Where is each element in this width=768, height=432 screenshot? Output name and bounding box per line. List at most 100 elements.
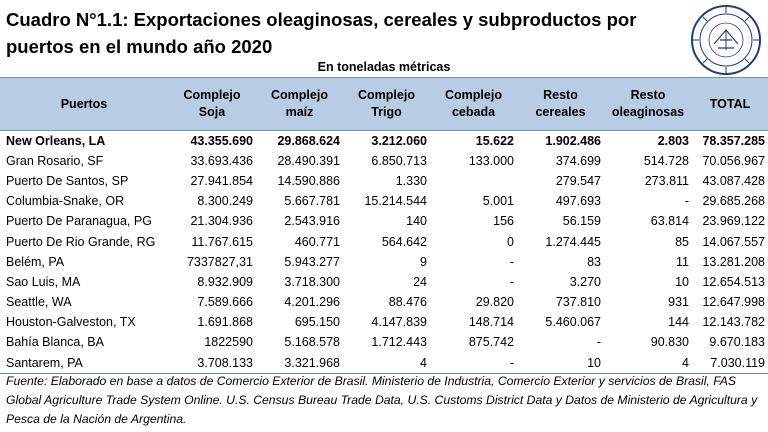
units-subtitle: En toneladas métricas bbox=[317, 60, 451, 74]
port-name-cell: Puerto De Paranagua, PG bbox=[6, 214, 152, 229]
value-cell: 497.693 bbox=[555, 194, 601, 209]
table-row: Columbia-Snake, OR 8.300.249 5.667.781 15.2… bbox=[0, 192, 768, 212]
value-cell: 3.708.133 bbox=[168, 353, 256, 375]
value-cell: 29.868.624 bbox=[277, 133, 340, 148]
value-cell: 5.001 bbox=[482, 194, 514, 209]
value-cell: 10 bbox=[517, 353, 604, 375]
value-cell: 1.274.445 bbox=[545, 234, 601, 249]
port-name-cell: Bahía Blanca, BA bbox=[6, 335, 104, 350]
exports-table: Puertos Complejo Soja Complejo maíz Comp… bbox=[0, 77, 768, 375]
value-cell: 33.693.436 bbox=[190, 153, 253, 168]
value-cell: 4 bbox=[604, 353, 692, 375]
value-cell: 7.589.666 bbox=[197, 295, 253, 310]
value-cell: 28.490.391 bbox=[277, 153, 340, 168]
value-cell: 21.304.936 bbox=[190, 214, 253, 229]
table-row: Puerto De Santos, SP 27.941.854 14.590.886… bbox=[0, 171, 768, 191]
value-cell: 3.321.968 bbox=[256, 353, 343, 375]
value-cell: 12.654.513 bbox=[702, 274, 765, 289]
value-cell: 5.943.277 bbox=[284, 254, 340, 269]
value-cell: 1.330 bbox=[395, 173, 427, 188]
value-cell: 273.811 bbox=[644, 173, 689, 188]
value-cell: 13.281.208 bbox=[702, 254, 765, 269]
value-cell: 144 bbox=[668, 315, 689, 330]
value-cell: 5.667.781 bbox=[284, 194, 340, 209]
value-cell: 24 bbox=[413, 274, 427, 289]
value-cell: 931 bbox=[668, 295, 689, 310]
source-note: Fuente: Elaborado en base a datos de Com… bbox=[6, 374, 758, 426]
value-cell: 279.547 bbox=[555, 173, 601, 188]
value-cell: 12.143.782 bbox=[702, 315, 765, 330]
value-cell: 23.969.122 bbox=[702, 214, 765, 229]
value-cell: 1822590 bbox=[204, 335, 253, 350]
port-name-cell: Santarem, PA bbox=[0, 353, 168, 375]
value-cell bbox=[430, 171, 517, 191]
value-cell: 43.087.428 bbox=[702, 173, 765, 188]
value-cell: 88.476 bbox=[388, 295, 427, 310]
value-cell: 10 bbox=[675, 274, 689, 289]
value-cell: 9.670.183 bbox=[709, 335, 765, 350]
table-row: Puerto De Paranagua, PG 21.304.936 2.543.9… bbox=[0, 212, 768, 232]
value-cell: 78.357.285 bbox=[702, 133, 765, 148]
port-name-cell: Sao Luis, MA bbox=[6, 274, 81, 289]
port-name-cell: New Orleans, LA bbox=[6, 133, 106, 148]
value-cell: 140 bbox=[406, 214, 427, 229]
port-name-cell: Seattle, WA bbox=[6, 295, 72, 310]
value-cell: 8.932.909 bbox=[197, 274, 253, 289]
port-name-cell: Houston-Galveston, TX bbox=[6, 315, 136, 330]
value-cell: 3.212.060 bbox=[371, 133, 427, 148]
value-cell: 1.902.486 bbox=[545, 133, 601, 148]
table-body: New Orleans, LA 43.355.690 29.868.624 3.212… bbox=[0, 131, 768, 375]
value-cell: 4 bbox=[343, 353, 430, 375]
value-cell: 11 bbox=[676, 254, 689, 269]
port-name-cell: Puerto De Santos, SP bbox=[6, 173, 129, 188]
value-cell: - bbox=[430, 353, 517, 375]
value-cell: 695.150 bbox=[294, 315, 340, 330]
value-cell: 875.742 bbox=[468, 335, 514, 350]
col-header-cebada: Complejo cebada bbox=[430, 77, 517, 131]
value-cell: 737.810 bbox=[555, 295, 601, 310]
value-cell: 27.941.854 bbox=[190, 173, 253, 188]
col-header-resto-oleaginosas: Resto oleaginosas bbox=[604, 77, 692, 131]
table-row: Santarem, PA 3.708.133 3.321.968 4-10 4 7.030… bbox=[0, 353, 768, 375]
value-cell: 374.699 bbox=[555, 153, 601, 168]
value-cell: 15.214.544 bbox=[364, 194, 427, 209]
port-name-cell: Puerto De Rio Grande, RG bbox=[6, 234, 156, 249]
port-name-cell: Gran Rosario, SF bbox=[6, 153, 104, 168]
value-cell: - bbox=[509, 274, 514, 289]
table-header-row: Puertos Complejo Soja Complejo maíz Comp… bbox=[0, 77, 768, 131]
col-header-total: TOTAL bbox=[692, 77, 768, 131]
value-cell: 6.850.713 bbox=[371, 153, 427, 168]
value-cell: 3.718.300 bbox=[284, 274, 340, 289]
value-cell: 70.056.967 bbox=[702, 153, 765, 168]
col-header-resto-cereales: Resto cereales bbox=[517, 77, 604, 131]
value-cell: - bbox=[509, 254, 514, 269]
col-header-puertos: Puertos bbox=[0, 77, 168, 131]
col-header-soja: Complejo Soja bbox=[168, 77, 256, 131]
port-name-cell: Belém, PA bbox=[6, 254, 65, 269]
value-cell: 5.460.067 bbox=[545, 315, 601, 330]
value-cell: 56.159 bbox=[562, 214, 601, 229]
value-cell: 83 bbox=[587, 254, 601, 269]
value-cell: 148.714 bbox=[468, 315, 514, 330]
value-cell: 3.270 bbox=[569, 274, 601, 289]
value-cell: 11.767.615 bbox=[191, 234, 253, 249]
value-cell: 2.543.916 bbox=[284, 214, 340, 229]
value-cell: 8.300.249 bbox=[197, 194, 253, 209]
value-cell: 156 bbox=[493, 214, 514, 229]
value-cell: 5.168.578 bbox=[284, 335, 340, 350]
table-row: New Orleans, LA 43.355.690 29.868.624 3.212… bbox=[0, 131, 768, 152]
value-cell: 1.691.868 bbox=[197, 315, 253, 330]
value-cell: 7337827,31 bbox=[186, 254, 253, 269]
table-title: Cuadro N°1.1: Exportaciones oleaginosas,… bbox=[6, 9, 637, 57]
value-cell: 7.030.119 bbox=[692, 353, 768, 375]
value-cell: 14.590.886 bbox=[277, 173, 340, 188]
table-row: Sao Luis, MA 8.932.909 3.718.300 24 - 3.270 10… bbox=[0, 272, 768, 292]
value-cell: 4.147.839 bbox=[371, 315, 427, 330]
value-cell: 2.803 bbox=[657, 133, 689, 148]
table-row: Bahía Blanca, BA 1822590 5.168.578 1.712.44… bbox=[0, 333, 768, 353]
value-cell: 29.685.268 bbox=[702, 194, 765, 209]
port-name-cell: Columbia-Snake, OR bbox=[6, 194, 125, 209]
value-cell: 9 bbox=[420, 254, 427, 269]
value-cell: 1.712.443 bbox=[371, 335, 427, 350]
value-cell: 29.820 bbox=[475, 295, 514, 310]
